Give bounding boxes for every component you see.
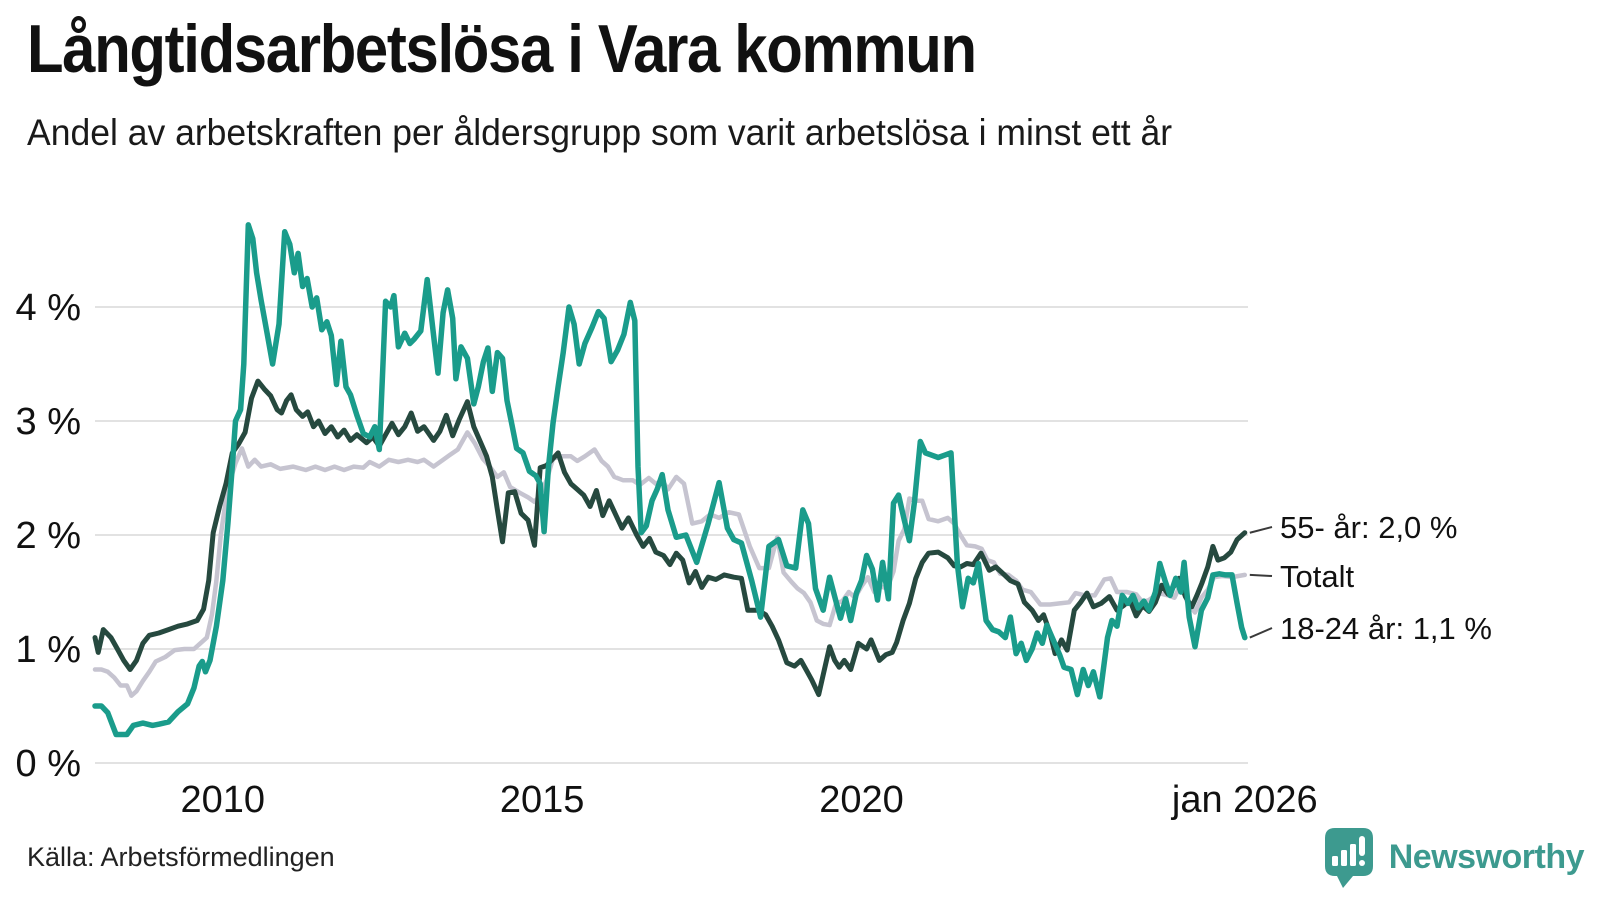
y-axis-tick-label: 1 % (16, 629, 81, 671)
newsworthy-logo-icon (1324, 828, 1373, 888)
y-axis-tick-label: 3 % (16, 401, 81, 443)
end-label-connector-55-ar (1249, 526, 1273, 534)
x-axis-tick-label: 2010 (180, 779, 265, 821)
page-subtitle: Andel av arbetskraften per åldersgrupp s… (27, 112, 1173, 153)
end-label-18-24-ar: 18-24 år: 1,1 % (1280, 611, 1492, 646)
series-line-totalt (92, 430, 1248, 698)
x-axis-tick-label: 2020 (819, 779, 904, 821)
x-axis-tick-label: jan 2026 (1171, 779, 1318, 821)
y-axis-tick-label: 0 % (16, 743, 81, 785)
x-axis-tick-label: 2015 (500, 779, 585, 821)
end-label-connector-18-24-ar (1249, 627, 1273, 639)
newsworthy-branding: Newsworthy (1321, 824, 1585, 890)
source-attribution: Källa: Arbetsförmedlingen (27, 842, 335, 872)
series-line-55-ar (92, 378, 1248, 698)
y-axis-tick-label: 4 % (16, 287, 81, 329)
end-label-totalt: Totalt (1280, 559, 1354, 594)
newsworthy-wordmark: Newsworthy (1388, 837, 1585, 876)
end-label-55-ar: 55- år: 2,0 % (1280, 510, 1457, 545)
end-label-connector-totalt (1249, 573, 1273, 577)
y-axis-tick-label: 2 % (16, 515, 81, 557)
page-title: Långtidsarbetslösa i Vara kommun (27, 11, 977, 87)
series-line-18-24-ar (92, 222, 1248, 738)
